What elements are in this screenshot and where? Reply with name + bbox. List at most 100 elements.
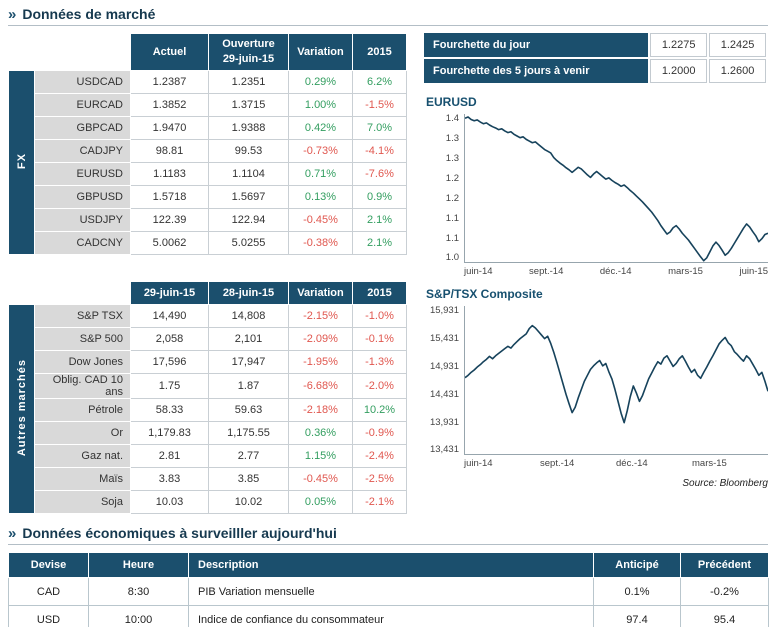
markets-side-label-text: Autres marchés xyxy=(15,358,28,457)
previous-cell: -0.2% xyxy=(680,577,769,606)
column-header: 29-juin-15 xyxy=(130,281,209,305)
value-cell: 122.39 xyxy=(130,208,209,232)
range-high-value: 1.2425 xyxy=(709,33,766,57)
variation-cell: 0.71% xyxy=(288,162,353,186)
description-cell: PIB Variation mensuelle xyxy=(188,577,594,606)
description-cell: Indice de confiance du consommateur xyxy=(188,605,594,627)
value-cell: 1.3715 xyxy=(208,93,289,117)
y-tick-label: 1.3 xyxy=(445,152,459,164)
row-label: CADJPY xyxy=(34,139,131,163)
value-cell: 58.33 xyxy=(130,398,209,422)
row-label: Gaz nat. xyxy=(34,444,131,468)
currency-cell: USD xyxy=(8,605,89,627)
row-label: EURUSD xyxy=(34,162,131,186)
value-cell: 5.0255 xyxy=(208,231,289,255)
value-cell: 1.9470 xyxy=(130,116,209,140)
value-cell: 1.9388 xyxy=(208,116,289,140)
y-tick-label: 1.0 xyxy=(445,252,459,264)
value-cell: 59.63 xyxy=(208,398,289,422)
x-tick-label: déc.-14 xyxy=(599,266,632,277)
variation-cell: -6.68% xyxy=(288,373,353,399)
chart-area: 1.4 1.3 1.3 1.2 1.2 1.1 1.1 1.0 xyxy=(424,114,768,263)
value-cell: 1.75 xyxy=(130,373,209,399)
expected-cell: 97.4 xyxy=(593,605,681,627)
variation-cell: 0.36% xyxy=(288,421,353,445)
x-axis-labels: juin-14 sept.-14 déc.-14 mars-15 juin-15 xyxy=(464,266,768,277)
range-label: Fourchette des 5 jours à venir xyxy=(424,59,649,83)
charts-column: Fourchette du jour 1.2275 1.2425 Fourche… xyxy=(424,33,768,514)
table-row: GBPUSD 1.5718 1.5697 0.13% 0.9% xyxy=(9,185,407,209)
value-cell: 17,596 xyxy=(130,350,209,374)
ytd-cell: -2.0% xyxy=(352,373,407,399)
value-cell: 10.03 xyxy=(130,490,209,514)
row-label: CADCNY xyxy=(34,231,131,255)
eurusd-line-chart xyxy=(465,116,768,262)
ytd-cell: -2.4% xyxy=(352,444,407,468)
expected-cell: 0.1% xyxy=(593,577,681,606)
column-header: Description xyxy=(188,552,594,578)
y-tick-label: 14,431 xyxy=(429,388,459,400)
ytd-cell: -7.6% xyxy=(352,162,407,186)
ytd-cell: -4.1% xyxy=(352,139,407,163)
range-row: Fourchette des 5 jours à venir 1.2000 1.… xyxy=(424,59,766,83)
x-tick-label: mars-15 xyxy=(668,266,703,277)
page-title: Données de marché xyxy=(22,6,156,22)
table-row: Autres marchés S&P TSX 14,490 14,808 -2.… xyxy=(8,304,407,514)
econ-header-row: Devise Heure Description Anticipé Précéd… xyxy=(8,552,769,578)
row-label: USDJPY xyxy=(34,208,131,232)
x-tick-label: sept.-14 xyxy=(529,266,564,277)
chevron-right-icon xyxy=(8,7,16,22)
value-cell: 1,175.55 xyxy=(208,421,289,445)
plot-area xyxy=(464,306,768,455)
variation-cell: -2.18% xyxy=(288,398,353,422)
table-gap xyxy=(8,255,406,281)
tsx-chart-block: S&P/TSX Composite 15,931 15,431 14,931 1… xyxy=(424,277,768,469)
currency-cell: CAD xyxy=(8,577,89,606)
y-tick-label: 1.4 xyxy=(445,113,459,124)
table-row: EURCAD 1.3852 1.3715 1.00% -1.5% xyxy=(9,93,407,117)
x-tick-label: juin-15 xyxy=(739,266,768,277)
range-high-value: 1.2600 xyxy=(709,59,766,83)
tables-column: Actuel Ouverture 29-juin-15 Variation 20… xyxy=(8,33,407,514)
value-cell: 1.2351 xyxy=(208,70,289,94)
fx-table: Actuel Ouverture 29-juin-15 Variation 20… xyxy=(8,33,407,255)
value-cell: 99.53 xyxy=(208,139,289,163)
value-cell: 1.2387 xyxy=(130,70,209,94)
variation-cell: -0.73% xyxy=(288,139,353,163)
ytd-cell: -0.9% xyxy=(352,421,407,445)
value-cell: 1.1104 xyxy=(208,162,289,186)
value-cell: 2,058 xyxy=(130,327,209,351)
value-cell: 10.02 xyxy=(208,490,289,514)
value-cell: 1.3852 xyxy=(130,93,209,117)
ytd-cell: 0.9% xyxy=(352,185,407,209)
ytd-cell: -1.5% xyxy=(352,93,407,117)
variation-cell: -0.38% xyxy=(288,231,353,255)
x-tick-label: mars-15 xyxy=(692,458,727,469)
x-tick-label: déc.-14 xyxy=(616,458,648,469)
y-tick-label: 13,931 xyxy=(429,416,459,428)
ytd-cell: -2.5% xyxy=(352,467,407,491)
other-markets-table: 29-juin-15 28-juin-15 Variation 2015 Aut… xyxy=(8,281,407,514)
row-label: Maïs xyxy=(34,467,131,491)
table-row: CAD 8:30 PIB Variation mensuelle 0.1% -0… xyxy=(8,577,769,606)
ytd-cell: -1.0% xyxy=(352,304,407,328)
variation-cell: -1.95% xyxy=(288,350,353,374)
tsx-line-chart xyxy=(465,324,768,424)
y-axis-labels: 15,931 15,431 14,931 14,431 13,931 13,43… xyxy=(424,306,464,455)
column-header: Ouverture 29-juin-15 xyxy=(208,33,289,71)
range-low-value: 1.2000 xyxy=(650,59,708,83)
table-row: Pétrole 58.33 59.63 -2.18% 10.2% xyxy=(9,398,407,422)
variation-cell: 0.13% xyxy=(288,185,353,209)
table-row: USD 10:00 Indice de confiance du consomm… xyxy=(8,605,769,627)
row-label: USDCAD xyxy=(34,70,131,94)
row-label: S&P 500 xyxy=(34,327,131,351)
value-cell: 2.81 xyxy=(130,444,209,468)
previous-cell: 95.4 xyxy=(680,605,769,627)
column-header: 2015 xyxy=(352,33,407,71)
row-label: GBPCAD xyxy=(34,116,131,140)
value-cell: 3.83 xyxy=(130,467,209,491)
variation-cell: 0.42% xyxy=(288,116,353,140)
market-data-section-header: Données de marché xyxy=(8,6,768,26)
variation-cell: 0.05% xyxy=(288,490,353,514)
variation-cell: 1.15% xyxy=(288,444,353,468)
